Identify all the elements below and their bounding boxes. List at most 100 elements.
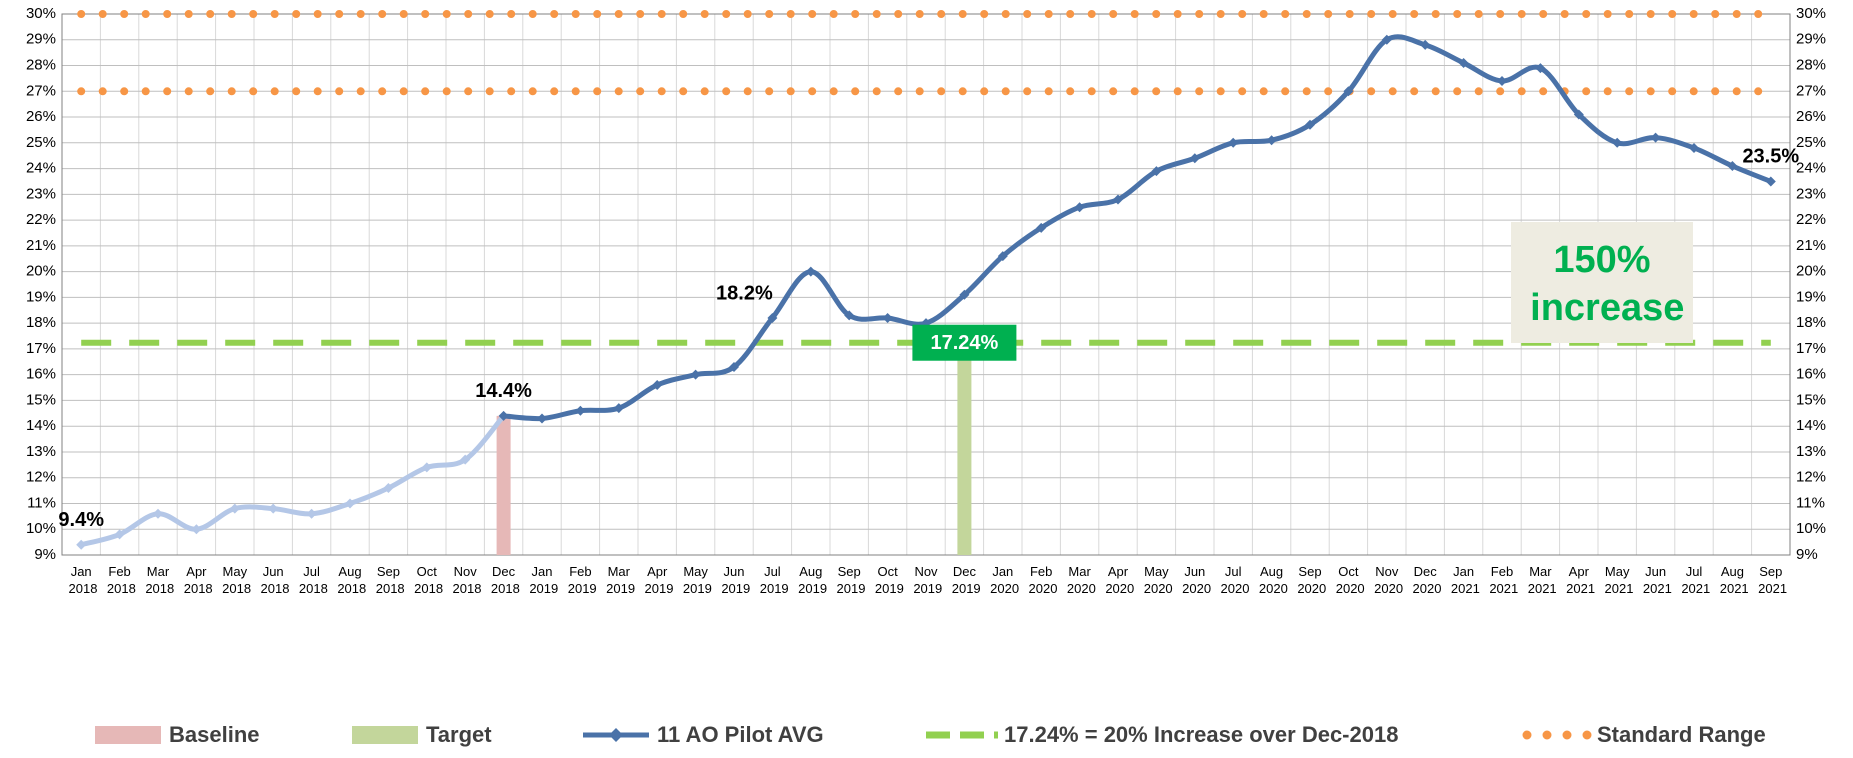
x-tick-label: Aug 2019 bbox=[795, 564, 828, 596]
y-tick-label: 13% bbox=[26, 443, 56, 460]
x-tick-label: Mar 2020 bbox=[1063, 564, 1096, 596]
x-tick-label: Dec 2020 bbox=[1409, 564, 1442, 596]
y-tick-label: 20% bbox=[26, 263, 56, 280]
point bbox=[1458, 57, 1469, 68]
y-tick-label: 21% bbox=[26, 237, 56, 254]
x-tick-label: Dec 2018 bbox=[487, 564, 520, 596]
point bbox=[997, 251, 1008, 262]
x-tick-label: Oct 2020 bbox=[1332, 564, 1365, 596]
point bbox=[1343, 86, 1354, 97]
x-tick-label: Sep 2020 bbox=[1294, 564, 1327, 596]
point bbox=[1036, 222, 1047, 233]
plot-frame bbox=[61, 13, 1791, 556]
x-tick-label: Feb 2018 bbox=[103, 564, 136, 596]
x-tick-label: Mar 2021 bbox=[1524, 564, 1557, 596]
x-tick-label: Nov 2018 bbox=[449, 564, 482, 596]
point bbox=[268, 503, 279, 514]
y-tick-label: 12% bbox=[26, 469, 56, 486]
y2-tick-label: 9% bbox=[1796, 546, 1818, 563]
point bbox=[1689, 142, 1699, 153]
y2-tick-label: 25% bbox=[1796, 134, 1826, 151]
point bbox=[1113, 194, 1123, 205]
point bbox=[306, 508, 317, 519]
marker-bar bbox=[957, 342, 972, 555]
y2-tick-label: 29% bbox=[1796, 31, 1826, 48]
y2-tick-label: 16% bbox=[1796, 366, 1826, 383]
x-tick-label: Sep 2019 bbox=[833, 564, 866, 596]
y-tick-label: 11% bbox=[27, 494, 56, 511]
y-tick-label: 23% bbox=[26, 185, 56, 202]
point bbox=[537, 413, 547, 424]
point bbox=[76, 539, 87, 550]
x-tick-label: Feb 2019 bbox=[564, 564, 597, 596]
x-tick-label: Jul 2019 bbox=[756, 564, 789, 596]
x-tick-label: Sep 2018 bbox=[372, 564, 405, 596]
x-tick-label: Jul 2021 bbox=[1678, 564, 1711, 596]
legend-swatch bbox=[352, 726, 418, 744]
data-label: 18.2% bbox=[716, 282, 773, 304]
y-tick-label: 17% bbox=[26, 340, 56, 357]
target-label: 17.24% bbox=[930, 332, 998, 354]
x-tick-label: Oct 2019 bbox=[871, 564, 904, 596]
point bbox=[1420, 39, 1431, 50]
y2-tick-label: 26% bbox=[1796, 108, 1826, 125]
y2-tick-label: 30% bbox=[1796, 5, 1826, 22]
y2-tick-label: 13% bbox=[1796, 443, 1826, 460]
point bbox=[1189, 153, 1200, 164]
point bbox=[1612, 137, 1623, 148]
x-tick-label: Nov 2019 bbox=[910, 564, 943, 596]
x-tick-label: Jun 2021 bbox=[1639, 564, 1672, 596]
y2-tick-label: 17% bbox=[1796, 340, 1826, 357]
y2-tick-label: 20% bbox=[1796, 263, 1826, 280]
y-tick-label: 14% bbox=[26, 417, 56, 434]
y-tick-label: 25% bbox=[26, 134, 56, 151]
legend-label: 17.24% = 20% Increase over Dec-2018 bbox=[1004, 722, 1398, 747]
data-label: 14.4% bbox=[475, 380, 532, 402]
x-tick-label: Jan 2020 bbox=[987, 564, 1020, 596]
point bbox=[1765, 176, 1776, 187]
x-tick-label: Jul 2018 bbox=[295, 564, 328, 596]
y2-tick-label: 10% bbox=[1796, 520, 1826, 537]
point bbox=[959, 289, 970, 300]
x-tick-label: Jan 2019 bbox=[526, 564, 559, 596]
y-tick-label: 9% bbox=[34, 546, 56, 563]
y-tick-label: 18% bbox=[26, 314, 56, 331]
y2-tick-label: 12% bbox=[1796, 469, 1826, 486]
point bbox=[805, 266, 816, 277]
x-tick-label: Mar 2019 bbox=[603, 564, 636, 596]
y2-tick-label: 22% bbox=[1796, 211, 1826, 228]
x-tick-label: Aug 2021 bbox=[1716, 564, 1749, 596]
y2-tick-label: 27% bbox=[1796, 82, 1826, 99]
point bbox=[1650, 132, 1661, 143]
point bbox=[421, 462, 432, 473]
point bbox=[1381, 34, 1392, 45]
point bbox=[191, 524, 202, 535]
y-tick-label: 16% bbox=[26, 366, 56, 383]
data-label: 23.5% bbox=[1742, 146, 1799, 168]
x-tick-label: Aug 2020 bbox=[1255, 564, 1288, 596]
point bbox=[1305, 119, 1315, 130]
y2-tick-label: 21% bbox=[1796, 237, 1826, 254]
point bbox=[229, 503, 240, 514]
point bbox=[575, 405, 586, 416]
y-tick-label: 29% bbox=[26, 31, 56, 48]
y-tick-label: 30% bbox=[26, 5, 56, 22]
y2-tick-label: 23% bbox=[1796, 185, 1826, 202]
x-tick-label: Apr 2020 bbox=[1102, 564, 1135, 596]
legend-label: Target bbox=[426, 722, 492, 747]
point bbox=[153, 508, 163, 519]
y2-tick-label: 24% bbox=[1796, 160, 1826, 177]
point bbox=[1074, 202, 1085, 213]
x-tick-label: Jan 2018 bbox=[65, 564, 98, 596]
x-tick-label: May 2021 bbox=[1601, 564, 1634, 596]
point bbox=[613, 403, 624, 414]
point bbox=[1573, 109, 1584, 120]
point bbox=[1228, 137, 1239, 148]
point bbox=[882, 312, 893, 323]
y2-tick-label: 14% bbox=[1796, 417, 1826, 434]
y-tick-label: 10% bbox=[26, 520, 56, 537]
legend-label: 11 AO Pilot AVG bbox=[657, 722, 824, 747]
point bbox=[460, 454, 471, 465]
point bbox=[1497, 75, 1507, 86]
